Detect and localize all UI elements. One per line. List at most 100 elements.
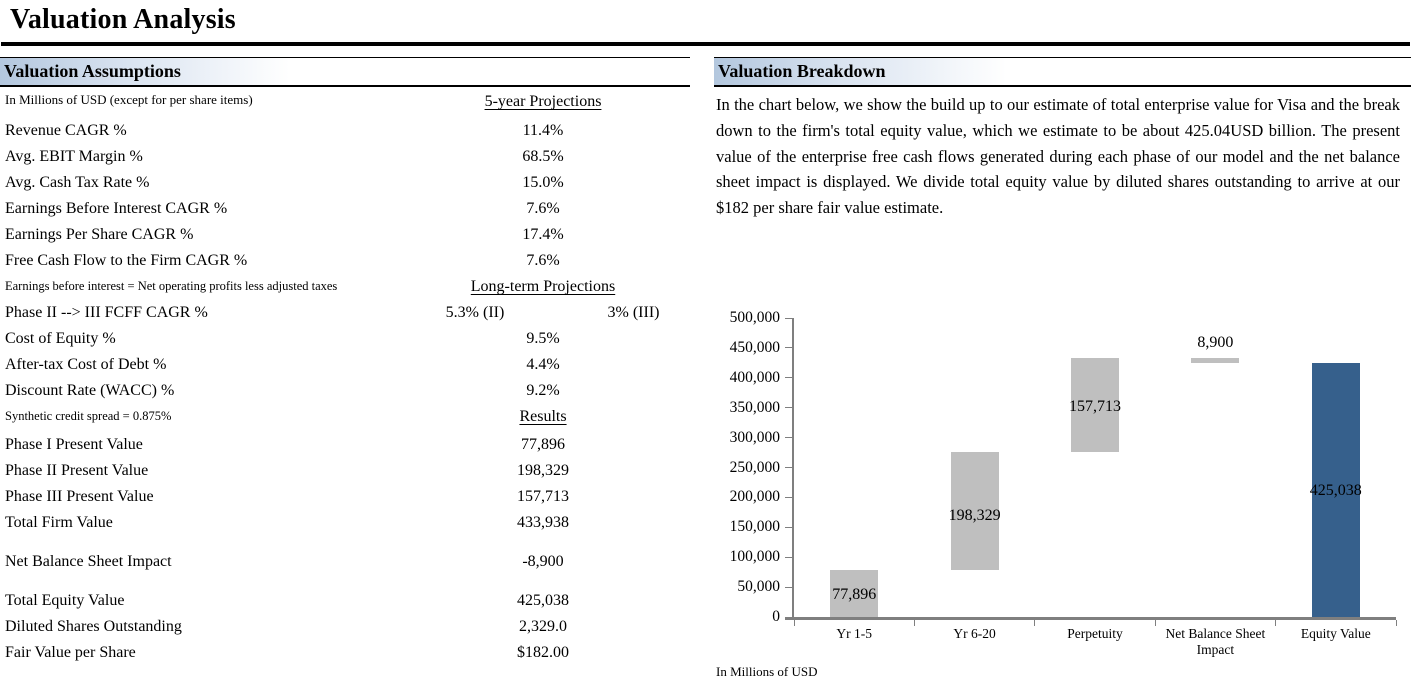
row-value: -8,900	[522, 553, 564, 570]
assumptions-section-header: Valuation Assumptions	[0, 57, 690, 87]
row-value: 9.2%	[526, 382, 560, 399]
waterfall-chart: 0 50,000 100,000 150,000 200,000 250,000 300,0…	[714, 300, 1411, 679]
x-axis-category-label: Equity Value	[1300, 626, 1371, 641]
row-label: Discount Rate (WACC) %	[5, 382, 175, 399]
table-row: Synthetic credit spread = 0.875% Results	[0, 404, 690, 432]
row-value: 198,329	[517, 462, 569, 479]
row-label: After-tax Cost of Debt %	[5, 356, 167, 373]
row-label: Revenue CAGR %	[5, 122, 127, 139]
x-axis-category-label: Net Balance Sheet Impact	[1165, 626, 1266, 657]
y-axis-tick	[785, 317, 794, 319]
bar-value-label: 77,896	[832, 586, 877, 604]
row-value: 77,896	[521, 436, 565, 453]
row-value: 17.4%	[522, 226, 564, 243]
y-axis-tick	[785, 556, 794, 558]
x-axis-tick	[1395, 620, 1397, 626]
x-axis-category-label: Perpetuity	[1067, 626, 1123, 641]
table-row: Earnings before interest = Net operating…	[0, 274, 690, 300]
row-label: Earnings before interest = Net operating…	[5, 279, 338, 293]
table-row: Discount Rate (WACC) % 9.2%	[0, 378, 690, 404]
y-axis-tick	[785, 407, 794, 409]
y-axis-label: 50,000	[737, 578, 780, 596]
x-axis-tick	[793, 620, 795, 626]
row-value: 9.5%	[526, 330, 560, 347]
y-axis-label: 150,000	[729, 518, 780, 536]
table-spacer-row	[0, 575, 690, 588]
y-axis-tick	[785, 347, 794, 349]
valuation-assumptions-panel: Valuation Assumptions In Millions of USD…	[0, 57, 690, 666]
table-row: Revenue CAGR % 11.4%	[0, 118, 690, 144]
table-row: Phase I Present Value 77,896	[0, 432, 690, 458]
x-axis-category-label: Yr 6-20	[953, 626, 996, 641]
row-label: In Millions of USD (except for per share…	[5, 92, 253, 107]
row-value: 7.6%	[526, 252, 560, 269]
table-row: Net Balance Sheet Impact -8,900	[0, 549, 690, 575]
table-row: Total Equity Value 425,038	[0, 588, 690, 614]
y-axis-tick	[785, 377, 794, 379]
row-label: Phase II Present Value	[5, 462, 149, 479]
y-axis-tick	[785, 437, 794, 439]
y-axis-tick	[785, 467, 794, 468]
row-label: Phase III Present Value	[5, 488, 154, 505]
row-label: Earnings Per Share CAGR %	[5, 226, 194, 243]
y-axis-label: 100,000	[729, 548, 780, 566]
y-axis-label: 200,000	[729, 488, 780, 506]
column-subheader: Results	[519, 408, 567, 425]
chart-units-note: In Millions of USD	[716, 664, 818, 679]
chart-bar	[1311, 362, 1360, 617]
y-axis-label: 300,000	[729, 428, 780, 446]
table-row: Phase II --> III FCFF CAGR % 5.3% (II) 3% …	[0, 300, 690, 326]
row-label: Phase I Present Value	[5, 436, 143, 453]
row-value: 15.0%	[522, 174, 564, 191]
table-row: Phase III Present Value 157,713	[0, 484, 690, 510]
x-axis-tick	[1154, 620, 1156, 626]
breakdown-section-header: Valuation Breakdown	[714, 57, 1411, 87]
assumptions-table: In Millions of USD (except for per share…	[0, 87, 690, 666]
chart-bar	[830, 570, 879, 617]
row-value: 2,329.0	[519, 618, 567, 635]
bar-value-label: 198,329	[948, 506, 1001, 524]
table-row: Earnings Before Interest CAGR % 7.6%	[0, 196, 690, 222]
table-row: Total Firm Value 433,938	[0, 510, 690, 536]
row-label: Free Cash Flow to the Firm CAGR %	[5, 252, 248, 269]
row-label: Diluted Shares Outstanding	[5, 618, 182, 635]
row-label: Total Equity Value	[5, 592, 125, 609]
y-axis-label: 350,000	[729, 398, 780, 416]
x-axis-line	[785, 617, 1396, 620]
y-axis-label: 0	[772, 608, 780, 625]
y-axis-tick	[785, 526, 794, 528]
row-value: 433,938	[517, 514, 569, 531]
row-label: Total Firm Value	[5, 514, 113, 531]
table-row: Free Cash Flow to the Firm CAGR % 7.6%	[0, 248, 690, 274]
table-spacer-row	[0, 536, 690, 549]
row-value: 4.4%	[526, 356, 560, 373]
x-axis-tick	[1034, 620, 1036, 626]
table-row: After-tax Cost of Debt % 4.4%	[0, 352, 690, 378]
y-axis-label: 250,000	[729, 458, 780, 476]
row-value: $182.00	[517, 644, 569, 661]
row-label: Fair Value per Share	[5, 644, 136, 661]
row-label: Net Balance Sheet Impact	[5, 553, 172, 570]
table-row: Diluted Shares Outstanding 2,329.0	[0, 614, 690, 640]
row-value-phase2: 5.3% (II)	[445, 304, 505, 321]
table-row: Cost of Equity % 9.5%	[0, 326, 690, 352]
table-row: Earnings Per Share CAGR % 17.4%	[0, 222, 690, 248]
chart-plot: 0 50,000 100,000 150,000 200,000 250,000 300,0…	[730, 309, 1397, 657]
valuation-breakdown-panel: Valuation Breakdown In the chart below, …	[714, 57, 1411, 679]
row-value: 68.5%	[522, 148, 564, 165]
row-label: Avg. Cash Tax Rate %	[5, 174, 150, 191]
y-axis-tick	[785, 586, 794, 588]
row-value: 7.6%	[526, 200, 560, 217]
chart-bar	[950, 451, 999, 571]
chart-bar	[1191, 357, 1240, 363]
y-axis-tick	[785, 616, 794, 618]
column-subheader: 5-year Projections	[484, 93, 602, 110]
table-row: Avg. EBIT Margin % 68.5%	[0, 144, 690, 170]
column-subheader: Long-term Projections	[470, 278, 616, 295]
y-axis-label: 450,000	[729, 338, 780, 356]
table-row: In Millions of USD (except for per share…	[0, 88, 690, 118]
bar-value-label: 425,038	[1309, 481, 1362, 499]
row-value: 157,713	[517, 488, 569, 505]
table-row: Phase II Present Value 198,329	[0, 458, 690, 484]
row-label: Earnings Before Interest CAGR %	[5, 200, 228, 217]
